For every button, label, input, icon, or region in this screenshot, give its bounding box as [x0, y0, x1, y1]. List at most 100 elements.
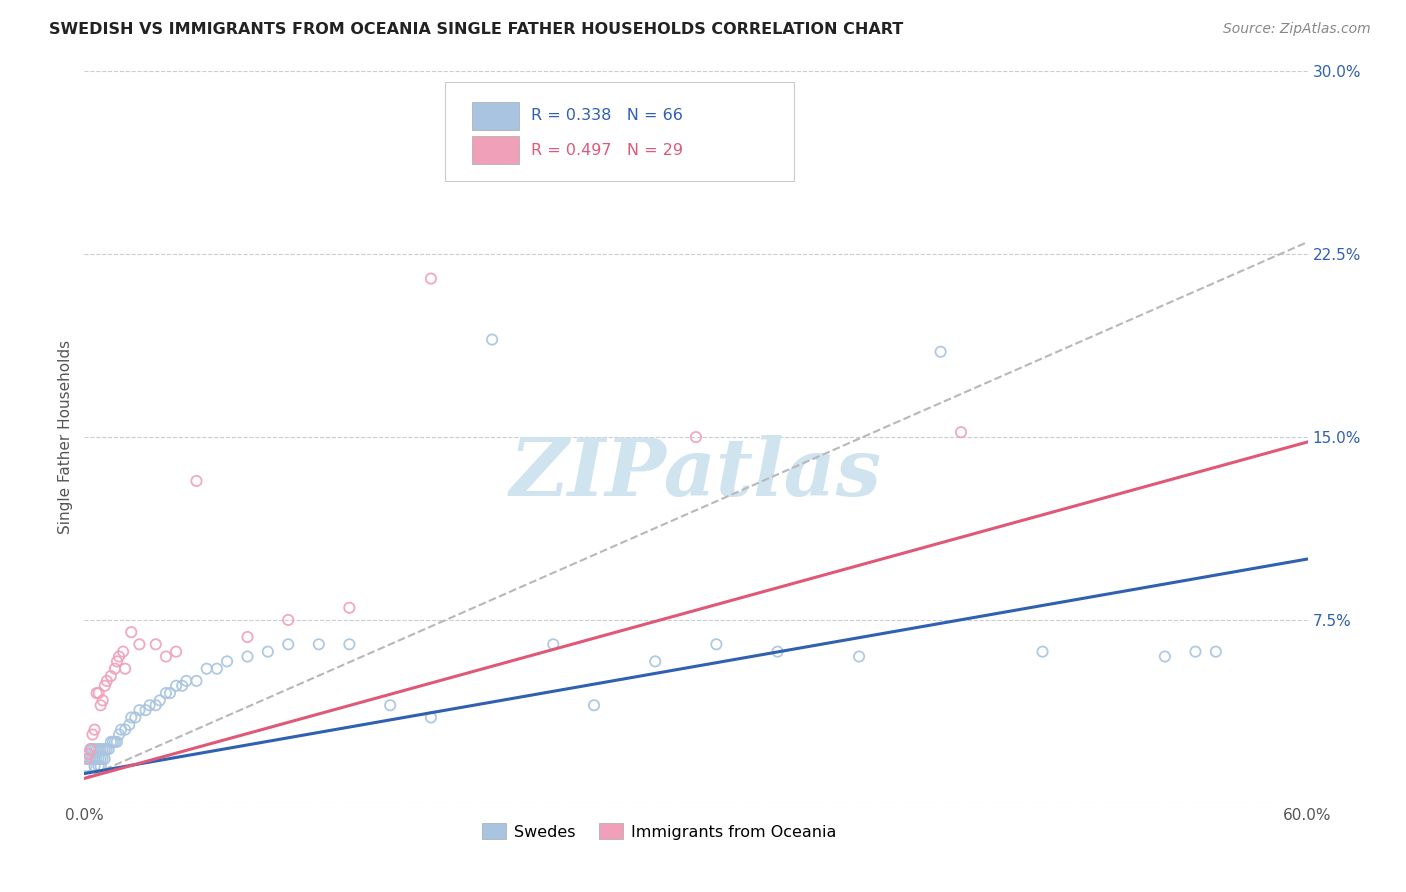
Point — [165, 645, 187, 659]
Point — [75, 759, 97, 773]
Point — [82, 742, 104, 756]
Point — [174, 673, 197, 688]
Point — [236, 649, 259, 664]
Text: Source: ZipAtlas.com: Source: ZipAtlas.com — [1223, 22, 1371, 37]
Point — [87, 752, 110, 766]
Point — [86, 742, 108, 756]
Y-axis label: Single Father Households: Single Father Households — [58, 340, 73, 534]
Point — [97, 742, 120, 756]
Point — [128, 637, 150, 651]
Point — [145, 637, 167, 651]
Point — [1205, 645, 1227, 659]
Point — [195, 662, 218, 676]
Point — [420, 710, 443, 724]
FancyBboxPatch shape — [446, 82, 794, 181]
Point — [101, 735, 124, 749]
Point — [77, 747, 100, 761]
Point — [90, 698, 112, 713]
Point — [124, 710, 146, 724]
Point — [83, 742, 105, 756]
Point — [91, 693, 114, 707]
Point — [1184, 645, 1206, 659]
Point — [96, 742, 118, 756]
Point — [79, 742, 101, 756]
Point — [91, 752, 114, 766]
Point — [79, 752, 101, 766]
Point — [236, 630, 259, 644]
Point — [120, 625, 142, 640]
Point — [108, 727, 131, 741]
Point — [308, 637, 330, 651]
Point — [339, 600, 361, 615]
Point — [706, 637, 728, 651]
Point — [96, 673, 118, 688]
Point — [217, 654, 239, 668]
Point — [105, 735, 128, 749]
Point — [186, 474, 208, 488]
Legend: Swedes, Immigrants from Oceania: Swedes, Immigrants from Oceania — [475, 817, 844, 846]
Point — [108, 649, 131, 664]
Point — [87, 742, 110, 756]
Point — [112, 645, 135, 659]
Point — [165, 679, 187, 693]
Text: R = 0.497   N = 29: R = 0.497 N = 29 — [531, 143, 683, 158]
Point — [149, 693, 172, 707]
Point — [86, 752, 108, 766]
Point — [277, 613, 299, 627]
Point — [104, 662, 127, 676]
Point — [929, 344, 952, 359]
Point — [135, 703, 157, 717]
Text: SWEDISH VS IMMIGRANTS FROM OCEANIA SINGLE FATHER HOUSEHOLDS CORRELATION CHART: SWEDISH VS IMMIGRANTS FROM OCEANIA SINGL… — [49, 22, 904, 37]
Text: R = 0.338   N = 66: R = 0.338 N = 66 — [531, 109, 683, 123]
Point — [128, 703, 150, 717]
Point — [120, 710, 142, 724]
Point — [82, 752, 104, 766]
Point — [685, 430, 707, 444]
Point — [104, 735, 127, 749]
Point — [90, 742, 112, 756]
Point — [138, 698, 160, 713]
Point — [339, 637, 361, 651]
Point — [100, 735, 122, 749]
Point — [205, 662, 228, 676]
Point — [159, 686, 181, 700]
Point — [75, 752, 97, 766]
Point — [644, 654, 666, 668]
Point — [380, 698, 402, 713]
Point — [172, 679, 194, 693]
Point — [110, 723, 132, 737]
Point — [93, 679, 115, 693]
Point — [114, 662, 136, 676]
Point — [848, 649, 870, 664]
Point — [583, 698, 606, 713]
Point — [155, 649, 177, 664]
Point — [114, 723, 136, 737]
Point — [93, 742, 115, 756]
Point — [79, 742, 101, 756]
Point — [83, 723, 105, 737]
Point — [145, 698, 167, 713]
Point — [93, 752, 115, 766]
Point — [950, 425, 973, 440]
Bar — [472, 102, 519, 130]
Point — [1154, 649, 1177, 664]
Point — [118, 718, 141, 732]
Point — [257, 645, 280, 659]
Bar — [472, 136, 519, 164]
Point — [766, 645, 789, 659]
Point — [87, 759, 110, 773]
Text: ZIPatlas: ZIPatlas — [510, 435, 882, 512]
Point — [83, 752, 105, 766]
Point — [543, 637, 565, 651]
Point — [91, 742, 114, 756]
Point — [87, 686, 110, 700]
Point — [82, 727, 104, 741]
Point — [77, 752, 100, 766]
Point — [83, 759, 105, 773]
Point — [90, 752, 112, 766]
Point — [277, 637, 299, 651]
Point — [155, 686, 177, 700]
Point — [1032, 645, 1054, 659]
Point — [186, 673, 208, 688]
Point — [90, 759, 112, 773]
